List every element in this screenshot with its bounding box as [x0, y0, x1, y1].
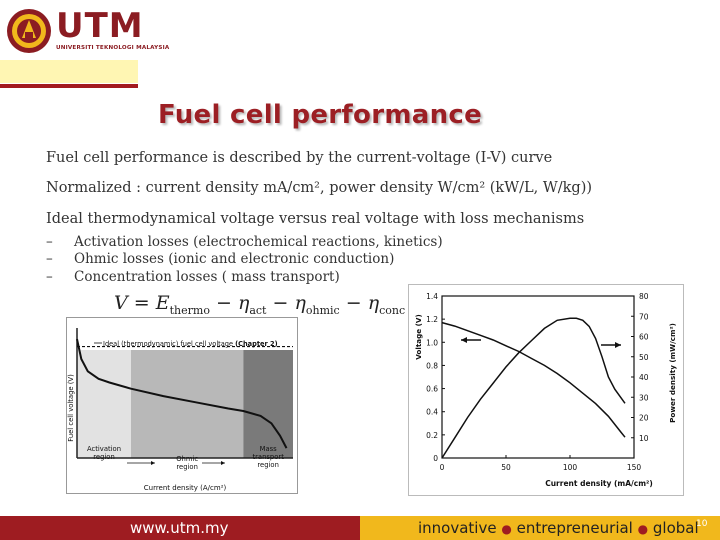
eq-act: act: [249, 303, 267, 317]
eq-minus-3: −: [339, 292, 368, 314]
eq-thermo: thermo: [169, 303, 210, 317]
sub-bullet-text: Concentration losses ( mass transport): [74, 269, 340, 285]
y2-tick-label: 10: [639, 434, 649, 443]
eq-e: E: [155, 292, 170, 314]
eq-v: V: [114, 292, 128, 314]
ideal-label-text: Ideal (thermodynamic) fuel cell voltage: [103, 340, 235, 348]
y2-tick-label: 30: [639, 393, 649, 402]
y2-tick-label: 70: [639, 312, 649, 321]
y-axis-label: Voltage (V): [414, 314, 423, 360]
eq-eta-1: η: [237, 292, 250, 314]
region-label: region: [93, 453, 115, 461]
y-tick-label: 1.0: [426, 338, 438, 347]
bullet-item: Ideal thermodynamical voltage versus rea…: [46, 211, 585, 227]
arrowhead-icon: [151, 461, 155, 465]
footer-tagline: innovative ● entrepreneurial ● global: [418, 519, 699, 537]
region-label: region: [176, 463, 198, 471]
x-axis-label: Current density (mA/cm²): [545, 479, 653, 488]
region-label: Activation: [87, 445, 121, 453]
polarization-regions-svg: Ideal (thermodynamic) fuel cell voltage …: [67, 328, 293, 492]
y2-tick-label: 20: [639, 414, 649, 423]
voltage-equation: V = Ethermo − ηact − ηohmic − ηconc: [114, 292, 405, 317]
y2-tick-label: 80: [639, 292, 649, 301]
y-tick-label: 0.4: [426, 408, 438, 417]
eq-conc: conc: [379, 303, 406, 317]
eq-ohmic: ohmic: [305, 303, 340, 317]
y-tick-label: 0.8: [426, 361, 438, 370]
region-label: Ohmic: [176, 455, 198, 463]
sub-bullet-text: Activation losses (electrochemical react…: [74, 234, 443, 250]
utm-logo: UTM UNIVERSITI TEKNOLOGI MALAYSIA: [4, 4, 169, 60]
arrowhead-icon: [221, 461, 225, 465]
footer-website: www.utm.my: [130, 519, 229, 537]
voltage-series-line: [441, 321, 626, 438]
region-label: Mass: [260, 445, 278, 453]
tagline-dot-icon: ●: [637, 522, 649, 536]
region-band: [131, 350, 244, 458]
logo-wordmark: UTM: [56, 6, 144, 46]
footer-right-band: [360, 516, 720, 540]
polarization-regions-chart: Ideal (thermodynamic) fuel cell voltage …: [66, 317, 298, 494]
y2-axis-label: Power density (mW/cm²): [668, 323, 677, 423]
region-band: [243, 350, 293, 458]
eq-eta-2: η: [294, 292, 306, 314]
x-tick-label: 0: [440, 463, 445, 472]
region-label: region: [257, 461, 279, 469]
sub-bullet-item: – Activation losses (electrochemical reac…: [46, 234, 443, 250]
tagline-innovative: innovative: [418, 519, 497, 537]
eq-minus-1: −: [209, 292, 238, 314]
y2-tick-label: 40: [639, 373, 649, 382]
y-tick-label: 0: [433, 454, 438, 463]
ideal-voltage-label: Ideal (thermodynamic) fuel cell voltage …: [103, 340, 278, 348]
footer-left-band: [0, 516, 360, 540]
page-number: 10: [696, 519, 708, 529]
y2-tick-label: 60: [639, 333, 649, 342]
iv-power-svg: 0 0.2 0.4 0.6 0.8 1.0 1.2 1.4 10 20 30 40 50 60 70 80 0 5…: [414, 292, 677, 488]
voltage-curve: [76, 338, 288, 449]
header-accent-band: [0, 60, 138, 83]
utm-seal-icon: [7, 9, 51, 53]
y2-tick-label: 50: [639, 353, 649, 362]
eq-minus-2: −: [266, 292, 295, 314]
eq-eta-3: η: [367, 292, 380, 314]
tagline-dot-icon: ●: [501, 522, 512, 536]
tagline-entrepreneurial: entrepreneurial: [516, 519, 633, 537]
x-tick-label: 150: [627, 463, 642, 472]
bullet-item: Normalized : current density mA/cm², pow…: [46, 180, 593, 196]
x-axis-label: Current density (A/cm²): [144, 484, 227, 492]
bullet-item: Fuel cell performance is described by th…: [46, 150, 553, 166]
header-accent-rule: [0, 84, 138, 88]
y-tick-label: 0.6: [426, 385, 438, 394]
eq-equals: =: [127, 292, 156, 314]
y-axis-label: Fuel cell voltage (V): [67, 374, 75, 442]
tagline-global: global: [652, 519, 699, 537]
ideal-label-chapter: (Chapter 2): [235, 340, 278, 348]
sub-bullet-text: Ohmic losses (ionic and electronic condu…: [74, 251, 395, 267]
region-label: transport: [252, 453, 284, 461]
sub-bullet-item: – Ohmic losses (ionic and electronic cond…: [46, 251, 395, 267]
y-tick-label: 1.2: [426, 315, 438, 324]
sub-bullet-item: – Concentration losses ( mass transport): [46, 269, 340, 285]
x-tick-label: 50: [501, 463, 511, 472]
y-tick-label: 0.2: [426, 431, 438, 440]
left-arrow-icon: [461, 337, 467, 343]
y-tick-label: 1.4: [426, 292, 438, 301]
right-arrow-icon: [615, 342, 621, 348]
logo-subtitle: UNIVERSITI TEKNOLOGI MALAYSIA: [56, 45, 170, 51]
slide-title: Fuel cell performance: [157, 100, 483, 130]
iv-power-chart: 0 0.2 0.4 0.6 0.8 1.0 1.2 1.4 10 20 30 40 50 60 70 80 0 5…: [408, 284, 684, 496]
plot-frame: [441, 295, 635, 459]
power-density-series-line: [441, 317, 626, 459]
x-tick-label: 100: [563, 463, 578, 472]
